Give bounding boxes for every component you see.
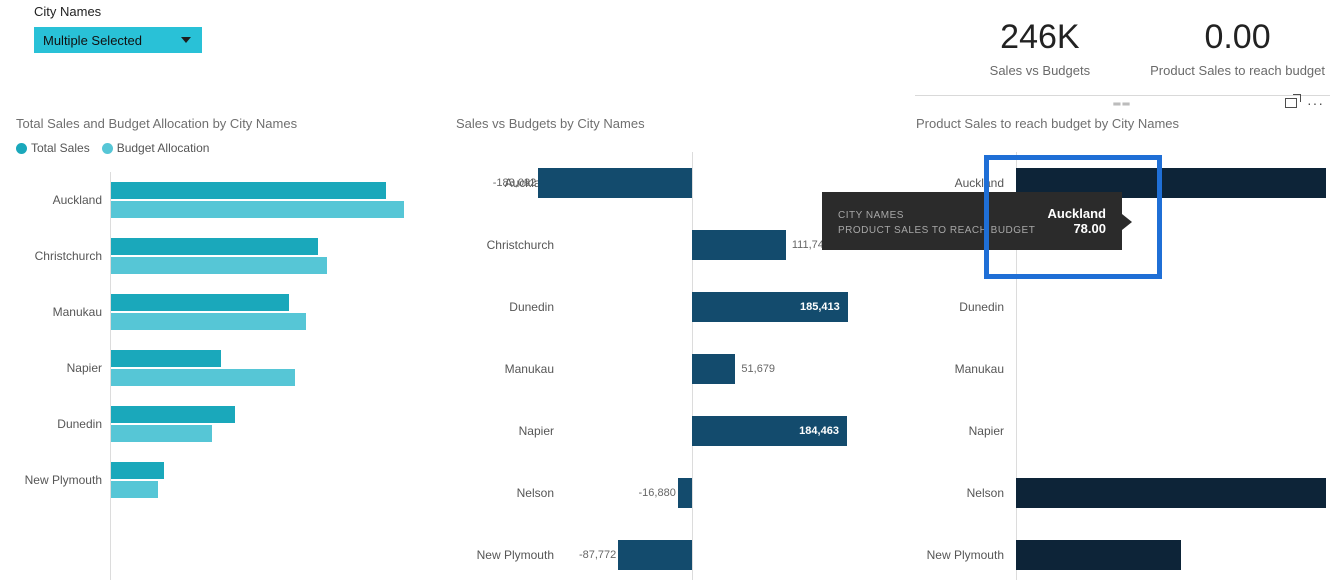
kpi-label: Product Sales to reach budget (1150, 63, 1325, 78)
slicer-label: City Names (34, 4, 202, 19)
drag-handle-icon[interactable]: ══ (1113, 99, 1131, 110)
bar-total-sales[interactable] (111, 462, 164, 479)
kpi-value: 0.00 (1150, 18, 1325, 57)
axis-category: Christchurch (456, 238, 554, 252)
axis-category: Napier (16, 361, 102, 375)
axis-category: New Plymouth (456, 548, 554, 562)
bar-budget-allocation[interactable] (111, 201, 404, 218)
tooltip-label: City Names (838, 210, 904, 221)
bar-product-sales[interactable] (1016, 540, 1181, 570)
bar-sales-vs-budget[interactable] (538, 168, 692, 198)
axis-category: Manukau (916, 362, 1004, 376)
legend-label: Total Sales (31, 141, 90, 155)
bar-sales-vs-budget[interactable] (678, 478, 692, 508)
axis-category: Dunedin (916, 300, 1004, 314)
bar-sales-vs-budget[interactable] (692, 354, 735, 384)
bar-budget-allocation[interactable] (111, 425, 212, 442)
kpi-label: Sales vs Budgets (990, 63, 1090, 78)
chart-title: Sales vs Budgets by City Names (456, 116, 906, 131)
axis-category: Dunedin (16, 417, 102, 431)
axis-category: Dunedin (456, 300, 554, 314)
bar-budget-allocation[interactable] (111, 257, 327, 274)
chart-total-sales-budget[interactable]: Total Sales and Budget Allocation by Cit… (16, 116, 446, 580)
bar-sales-vs-budget[interactable]: 185,413 (692, 292, 848, 322)
axis-category: New Plymouth (16, 473, 102, 487)
bar-total-sales[interactable] (111, 238, 318, 255)
bar-sales-vs-budget[interactable] (618, 540, 692, 570)
chart-sales-vs-budgets[interactable]: Sales vs Budgets by City Names Auckland-… (456, 116, 906, 580)
bar-value-label: -183,082 (482, 177, 536, 189)
bar-total-sales[interactable] (111, 182, 386, 199)
axis-category: Nelson (456, 486, 554, 500)
visual-header: ══ ··· (915, 95, 1330, 113)
axis-category: Christchurch (16, 249, 102, 263)
axis-category: Nelson (916, 486, 1004, 500)
city-filter-dropdown[interactable]: Multiple Selected (34, 27, 202, 53)
axis-category: Napier (456, 424, 554, 438)
bar-total-sales[interactable] (111, 350, 221, 367)
bar-value-label: 184,463 (799, 425, 839, 437)
kpi-value: 246K (990, 18, 1090, 57)
more-options-icon[interactable]: ··· (1307, 95, 1324, 111)
kpi-sales-vs-budgets[interactable]: 246K Sales vs Budgets (990, 18, 1090, 78)
axis-category: Manukau (16, 305, 102, 319)
bar-budget-allocation[interactable] (111, 313, 306, 330)
bar-budget-allocation[interactable] (111, 369, 295, 386)
axis-category: Auckland (16, 193, 102, 207)
bar-budget-allocation[interactable] (111, 481, 158, 498)
bar-sales-vs-budget[interactable]: 184,463 (692, 416, 847, 446)
kpi-product-sales-to-reach-budget[interactable]: 0.00 Product Sales to reach budget (1150, 18, 1325, 78)
focus-mode-icon[interactable] (1285, 98, 1297, 108)
axis-category: Manukau (456, 362, 554, 376)
dropdown-value: Multiple Selected (43, 33, 142, 48)
bar-value-label: 51,679 (741, 363, 775, 375)
chart-title: Total Sales and Budget Allocation by Cit… (16, 116, 446, 131)
legend-label: Budget Allocation (117, 141, 210, 155)
bar-sales-vs-budget[interactable] (692, 230, 786, 260)
axis-category: Napier (916, 424, 1004, 438)
bar-value-label: 185,413 (800, 301, 840, 313)
highlight-rectangle (984, 155, 1162, 279)
chart-title: Product Sales to reach budget by City Na… (916, 116, 1326, 131)
bar-total-sales[interactable] (111, 406, 235, 423)
bar-value-label: -16,880 (622, 487, 676, 499)
kpi-row: 246K Sales vs Budgets 0.00 Product Sales… (990, 18, 1325, 78)
axis-category: New Plymouth (916, 548, 1004, 562)
chevron-down-icon (181, 37, 191, 43)
bar-product-sales[interactable] (1016, 478, 1326, 508)
bar-value-label: -87,772 (562, 549, 616, 561)
chart-legend: Total Sales Budget Allocation (16, 141, 446, 155)
bar-total-sales[interactable] (111, 294, 289, 311)
